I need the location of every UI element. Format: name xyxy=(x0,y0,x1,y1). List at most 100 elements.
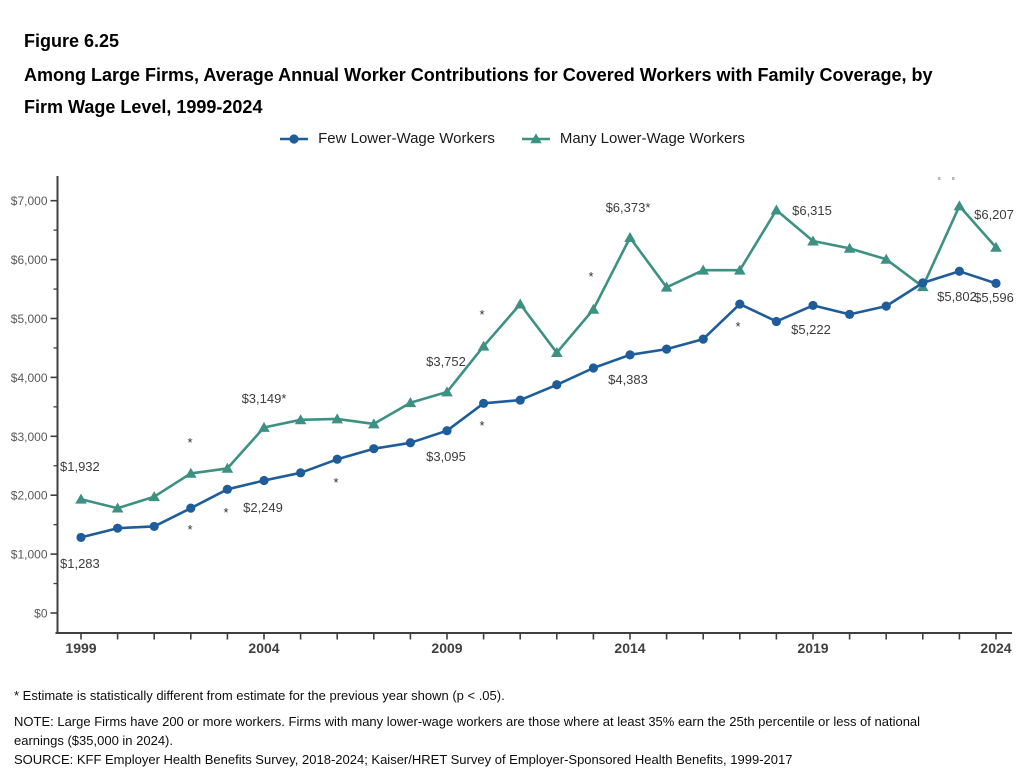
data-point-triangle xyxy=(514,298,526,309)
series-many-lower-wage xyxy=(75,200,1002,513)
figure-header: Figure 6.25 Among Large Firms, Average A… xyxy=(24,26,974,123)
series-few-lower-wage xyxy=(76,266,1001,543)
data-point-triangle xyxy=(734,264,746,275)
data-point-triangle xyxy=(148,491,160,502)
data-point-circle xyxy=(479,398,489,408)
series-line xyxy=(80,270,997,539)
note-footnote: NOTE: Large Firms have 200 or more worke… xyxy=(14,714,921,748)
y-tick-label: $4,000 xyxy=(11,371,48,385)
data-point-circle xyxy=(808,300,818,311)
data-point-circle xyxy=(698,334,708,344)
data-point-circle xyxy=(515,395,525,405)
data-point-triangle xyxy=(221,462,234,473)
data-point-circle xyxy=(76,532,86,543)
legend-item-few-lower-wage: Few Lower-Wage Workers xyxy=(279,130,495,147)
data-point-circle xyxy=(442,426,452,436)
legend-item-many-lower-wage: Many Lower-Wage Workers xyxy=(521,130,745,147)
data-point-triangle xyxy=(75,493,87,504)
data-point-triangle xyxy=(331,413,343,424)
data-point-circle xyxy=(296,468,306,478)
x-tick-label: 2024 xyxy=(980,640,1011,656)
data-point-circle xyxy=(845,309,855,319)
data-point-triangle xyxy=(880,253,892,264)
data-point-triangle xyxy=(587,303,600,314)
significance-asterisk: * xyxy=(333,475,338,490)
point-label: $1,283 xyxy=(60,556,100,571)
data-point-circle xyxy=(369,444,379,454)
data-point-triangle xyxy=(624,232,636,243)
data-point-circle xyxy=(918,278,928,288)
data-point-circle xyxy=(881,301,891,311)
figure-title: Among Large Firms, Average Annual Worker… xyxy=(24,65,933,117)
y-tick-label: $0 xyxy=(34,607,48,621)
data-point-circle xyxy=(259,475,269,486)
data-point-triangle xyxy=(111,502,124,513)
y-tick-label: $5,000 xyxy=(11,312,48,326)
significance-asterisk: * xyxy=(588,269,593,284)
clipped-label-artifact xyxy=(952,177,955,180)
point-label: $5,596 xyxy=(974,290,1014,305)
data-point-circle xyxy=(771,316,782,327)
point-label: $5,222 xyxy=(791,322,831,337)
point-label: $6,373* xyxy=(606,200,651,215)
point-label: $3,149* xyxy=(242,391,287,406)
series-line xyxy=(80,204,997,510)
data-point-triangle xyxy=(441,386,453,397)
data-point-circle xyxy=(552,380,562,390)
data-point-triangle xyxy=(368,418,380,429)
y-tick-label: $3,000 xyxy=(11,430,48,444)
figure-number: Figure 6.25 xyxy=(24,31,120,51)
chart-canvas: $0 $1,000 $2,000 $3,000 $4,000 $5,000 $6,000 $7… xyxy=(11,176,1014,656)
data-point-circle xyxy=(588,363,599,373)
point-label: $3,752 xyxy=(426,354,466,369)
significance-asterisk: * xyxy=(479,418,484,433)
data-point-circle xyxy=(662,344,672,354)
footnotes: * Estimate is statistically different fr… xyxy=(14,686,960,769)
line-chart: $0 $1,000 $2,000 $3,000 $4,000 $5,000 $6,000 $7… xyxy=(0,170,1024,670)
data-point-circle xyxy=(735,299,745,309)
data-point-circle xyxy=(113,523,123,533)
data-point-triangle xyxy=(807,235,819,246)
data-point-triangle xyxy=(953,200,966,211)
significance-asterisk: * xyxy=(479,307,484,322)
legend-triangle-marker-icon xyxy=(521,132,550,143)
data-point-circle xyxy=(954,266,965,276)
legend-label-many-lower-wage: Many Lower-Wage Workers xyxy=(559,130,745,147)
legend-circle-marker-icon xyxy=(280,133,309,144)
axes xyxy=(55,176,1012,634)
data-point-circle xyxy=(149,521,159,532)
significance-footnote: * Estimate is statistically different fr… xyxy=(14,688,505,703)
data-point-triangle xyxy=(477,340,490,351)
point-label: $3,095 xyxy=(426,449,466,464)
data-point-triangle xyxy=(185,467,197,478)
point-label: $2,249 xyxy=(243,500,283,515)
x-tick-label: 2004 xyxy=(248,640,279,656)
data-point-triangle xyxy=(294,414,307,425)
significance-asterisk: * xyxy=(735,319,740,334)
data-point-triangle xyxy=(551,347,563,358)
data-point-circle xyxy=(186,503,196,513)
data-point-circle xyxy=(332,454,342,464)
point-label: $6,207 xyxy=(974,207,1014,222)
x-tick-label: 2009 xyxy=(431,640,462,656)
y-tick-label: $2,000 xyxy=(11,489,48,503)
data-point-circle xyxy=(625,350,635,360)
data-point-circle xyxy=(222,484,232,494)
data-point-circle xyxy=(991,278,1001,288)
x-tick-label: 1999 xyxy=(65,640,96,656)
data-point-triangle xyxy=(404,397,417,408)
data-point-triangle xyxy=(990,241,1002,252)
x-axis-ticks: 1999 2004 2009 2014 2019 2024 xyxy=(65,634,1012,656)
legend-label-few-lower-wage: Few Lower-Wage Workers xyxy=(318,130,495,147)
significance-asterisk: * xyxy=(223,505,228,520)
significance-asterisks: * * * * * * * * xyxy=(187,269,740,537)
y-tick-label: $1,000 xyxy=(11,548,48,562)
point-label: $5,802 xyxy=(937,289,977,304)
data-point-triangle xyxy=(258,421,270,432)
point-label: $1,932 xyxy=(60,459,100,474)
y-tick-label: $6,000 xyxy=(11,253,48,267)
y-axis-ticks: $0 $1,000 $2,000 $3,000 $4,000 $5,000 $6,000 $7… xyxy=(11,194,58,621)
chart-legend: Few Lower-Wage Workers Many Lower-Wage W… xyxy=(0,130,1024,147)
x-tick-label: 2014 xyxy=(614,640,645,656)
